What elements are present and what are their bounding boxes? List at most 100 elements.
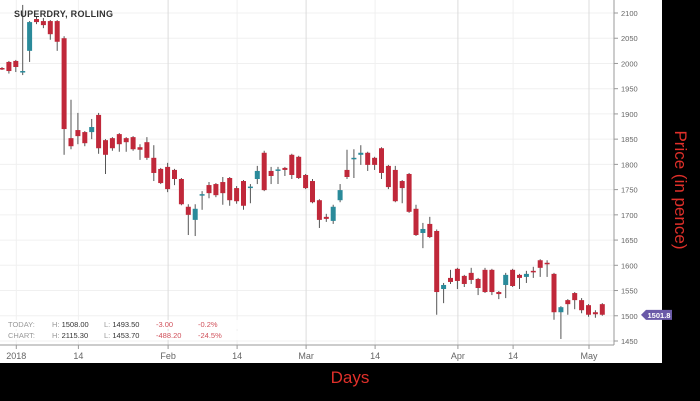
candle-body xyxy=(448,277,453,282)
y-tick-label: 1800 xyxy=(621,160,638,169)
candle-body xyxy=(254,170,260,180)
candle xyxy=(517,273,522,290)
candle-body xyxy=(316,200,322,220)
today-high: 1508.00 xyxy=(61,320,89,329)
y-tick-label: 1500 xyxy=(621,312,638,321)
y-tick-label: 1850 xyxy=(621,135,638,144)
y-tick-label: 1950 xyxy=(621,85,638,94)
candle xyxy=(289,153,295,180)
candle xyxy=(344,149,350,180)
candle-body xyxy=(247,186,253,189)
candle-body xyxy=(489,269,495,293)
y-tick-label: 2000 xyxy=(621,59,638,68)
candle-body xyxy=(275,169,281,171)
candle xyxy=(316,199,322,228)
candle xyxy=(392,165,398,203)
candle-body xyxy=(579,300,585,311)
candle-body xyxy=(96,114,102,149)
candle-body xyxy=(599,304,605,315)
candle xyxy=(213,183,219,198)
x-tick-label: Mar xyxy=(298,351,314,361)
y-tick-label: 1700 xyxy=(621,211,638,220)
candle-body xyxy=(27,22,33,51)
candle xyxy=(40,18,46,29)
candle xyxy=(510,268,516,287)
candle xyxy=(399,180,405,204)
candle xyxy=(406,172,412,213)
candle-body xyxy=(227,178,233,201)
candle-body xyxy=(192,208,198,220)
candle-body xyxy=(220,182,226,194)
x-tick-label: Apr xyxy=(451,351,465,361)
candle xyxy=(89,118,95,140)
candle-body xyxy=(558,307,564,313)
candle-body xyxy=(20,71,26,73)
candle xyxy=(565,299,571,315)
candle xyxy=(434,229,440,315)
candle xyxy=(592,310,598,318)
today-change: -3.00 xyxy=(156,320,174,329)
candle xyxy=(151,145,157,182)
candle-body xyxy=(206,185,212,194)
chart-low: 1453.70 xyxy=(112,331,140,340)
x-tick-label: 14 xyxy=(508,351,518,361)
candle xyxy=(103,139,108,174)
candle-body xyxy=(565,300,571,305)
candle xyxy=(234,186,240,204)
candle xyxy=(323,213,329,222)
candle xyxy=(468,267,474,284)
candle-body xyxy=(61,38,67,130)
candle xyxy=(599,303,605,316)
info-today-row: TODAY: H: 1508.00 L: 1493.50 -3.00 -0.2% xyxy=(8,320,238,329)
candle-body xyxy=(544,262,550,265)
candle-body xyxy=(586,305,591,315)
candle xyxy=(586,304,591,317)
candle-body xyxy=(261,152,267,191)
candle xyxy=(454,267,460,290)
candle xyxy=(54,20,60,51)
x-tick-label: 14 xyxy=(370,351,380,361)
candle-body xyxy=(13,60,19,67)
candle-body xyxy=(503,274,509,285)
candle-body xyxy=(282,167,288,170)
candle xyxy=(6,60,12,74)
low-label: L: xyxy=(104,320,111,329)
candle xyxy=(427,216,433,239)
candle-body xyxy=(89,127,95,133)
candle xyxy=(192,204,198,237)
x-tick-label: 2018 xyxy=(6,351,26,361)
candle-body xyxy=(523,273,529,277)
candle xyxy=(461,274,467,287)
candle-body xyxy=(427,223,433,238)
candle xyxy=(20,4,26,76)
candle xyxy=(13,59,19,73)
candle xyxy=(365,151,371,171)
candle xyxy=(116,133,122,152)
candle xyxy=(185,204,191,236)
candle xyxy=(254,165,260,185)
candle xyxy=(496,291,502,300)
candle-body xyxy=(165,166,171,190)
low-label: L: xyxy=(104,331,111,340)
x-tick-label: 14 xyxy=(73,351,83,361)
last-price-tag xyxy=(641,309,672,320)
candle xyxy=(144,137,150,160)
candle-body xyxy=(372,157,378,165)
candle xyxy=(530,266,536,278)
y-tick-label: 1600 xyxy=(621,261,638,270)
candle xyxy=(123,137,129,152)
y-tick-label: 1900 xyxy=(621,110,638,119)
candle xyxy=(220,176,226,205)
high-label: H: xyxy=(52,320,60,329)
candle xyxy=(544,260,550,277)
chart-label: CHART: xyxy=(8,331,35,340)
candle-body xyxy=(406,173,412,212)
candle xyxy=(68,99,74,150)
candle-body xyxy=(241,181,246,206)
candle xyxy=(275,166,281,185)
y-tick-label: 1750 xyxy=(621,186,638,195)
candle xyxy=(172,168,177,186)
candle-body xyxy=(172,169,177,180)
candle xyxy=(75,112,81,145)
y-tick-label: 2100 xyxy=(621,9,638,18)
